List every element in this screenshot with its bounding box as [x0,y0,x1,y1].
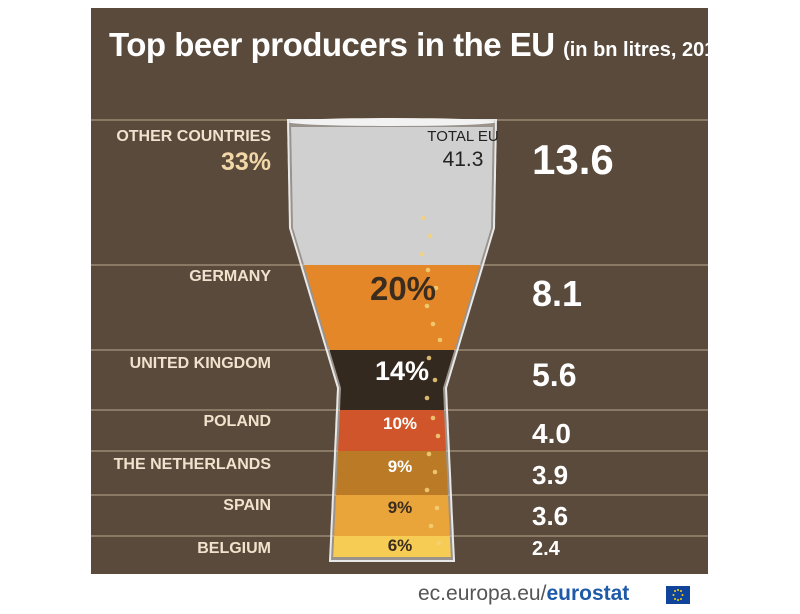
value-label-6: 2.4 [532,538,561,560]
value-label-5: 3.6 [532,501,568,531]
bubble-11 [430,415,436,421]
chart-title-row: Top beer producers in the EU (in bn litr… [109,26,708,64]
category-label-3: POLAND [203,413,271,430]
bubble-14 [432,469,438,475]
footer-prefix: ec.europa.eu/ [418,582,547,605]
bubble-16 [434,505,440,511]
bubble-1 [427,233,433,239]
bar-belgium [291,536,493,557]
value-label-4: 3.9 [532,460,568,490]
category-label-4: THE NETHERLANDS [114,456,272,473]
value-label-1: 8.1 [532,273,582,314]
beer-glass-chart: OTHER COUNTRIES GERMANY UNITED KINGDOM POLA… [91,118,708,562]
bubble-18 [436,540,442,546]
bubble-15 [424,487,430,493]
chart-title: Top beer producers in the EU [109,26,555,63]
chart-subtitle: (in bn litres, 2017) [563,39,708,61]
bubble-5 [424,303,430,309]
chart-panel: Top beer producers in the EU (in bn litr… [91,8,708,574]
percent-label-5: 9% [388,498,413,517]
bubble-9 [432,377,438,383]
percent-label-6: 6% [388,536,413,555]
bar-other-countries [291,127,493,265]
bubble-8 [426,355,432,361]
percent-label-2: 14% [375,356,429,386]
total-label: TOTAL EU [427,128,498,145]
category-label-2: UNITED KINGDOM [130,355,271,372]
bubble-17 [428,523,434,529]
bubble-12 [435,433,441,439]
bubble-13 [426,451,432,457]
percent-label-4: 9% [388,457,413,476]
footer-brand: eurostat [546,582,630,605]
percent-label-3: 10% [383,414,417,433]
category-label-1: GERMANY [189,268,271,285]
value-label-2: 5.6 [532,357,576,393]
total-value: 41.3 [443,148,484,171]
percent-label-0: 33% [221,148,271,176]
bubble-2 [419,251,425,257]
bubble-7 [437,337,443,343]
glass-fills [291,127,493,557]
eu-flag-icon [666,586,690,604]
bubble-3 [425,267,431,273]
bubble-0 [420,215,426,221]
value-label-0: 13.6 [532,136,614,183]
footer-source: ec.europa.eu/eurostat [418,582,629,606]
glass-rim [288,118,496,126]
category-label-0: OTHER COUNTRIES [116,128,271,145]
category-label-6: BELGIUM [197,540,271,557]
bubble-6 [430,321,436,327]
bubble-4 [433,285,439,291]
category-label-5: SPAIN [223,497,271,514]
value-label-3: 4.0 [532,418,571,449]
percent-label-1: 20% [370,270,436,307]
bubble-10 [424,395,430,401]
